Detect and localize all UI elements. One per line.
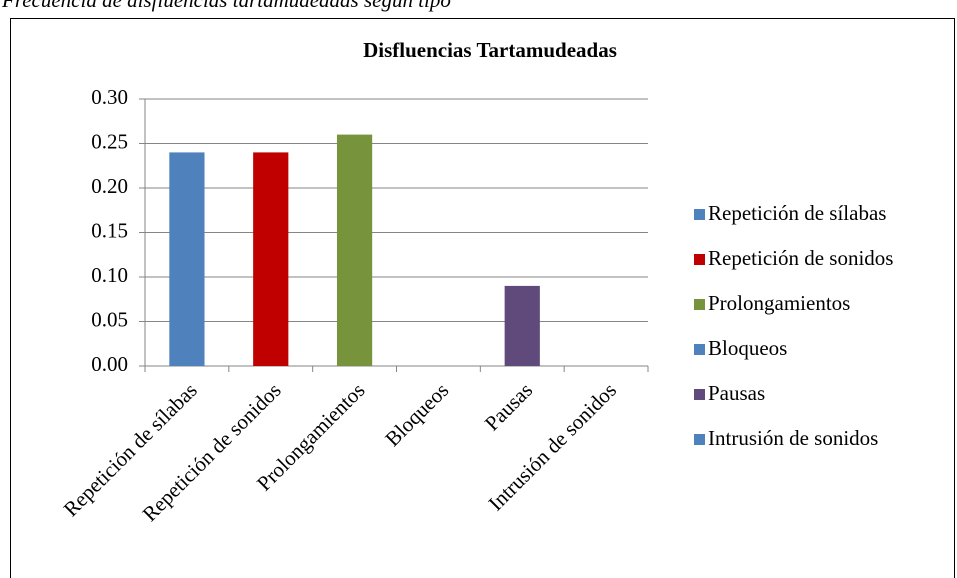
legend-swatch	[694, 344, 705, 355]
legend-swatch	[694, 209, 705, 220]
legend-swatch	[694, 299, 705, 310]
y-tick-label: 0.00	[91, 352, 128, 376]
legend-swatch	[694, 434, 705, 445]
legend-swatch	[694, 254, 705, 265]
bar	[169, 152, 205, 366]
legend-label: Prolongamientos	[708, 291, 850, 315]
legend-label: Repetición de sílabas	[708, 201, 886, 225]
bar	[253, 152, 289, 366]
y-tick-label: 0.10	[91, 263, 128, 287]
x-tick-label: Bloqueos	[380, 378, 453, 451]
legend-label: Bloqueos	[708, 336, 787, 360]
caption: Frecuencia de disfluencias tartamudeadas…	[1, 0, 451, 12]
chart-title: Disfluencias Tartamudeadas	[363, 38, 617, 62]
x-tick-label: Repetición de sonidos	[138, 378, 286, 526]
legend-label: Pausas	[708, 381, 765, 405]
legend-swatch	[694, 389, 705, 400]
y-tick-label: 0.05	[91, 307, 128, 331]
y-tick-label: 0.20	[91, 174, 128, 198]
chart-frame	[10, 18, 955, 578]
legend-label: Repetición de sonidos	[708, 246, 893, 270]
bar	[336, 134, 373, 366]
legend-label: Intrusión de sonidos	[708, 426, 878, 450]
y-tick-label: 0.25	[91, 129, 128, 153]
bar	[504, 285, 540, 366]
x-tick-label: Pausas	[480, 378, 537, 435]
y-tick-label: 0.30	[91, 85, 128, 109]
y-tick-label: 0.15	[91, 218, 128, 242]
